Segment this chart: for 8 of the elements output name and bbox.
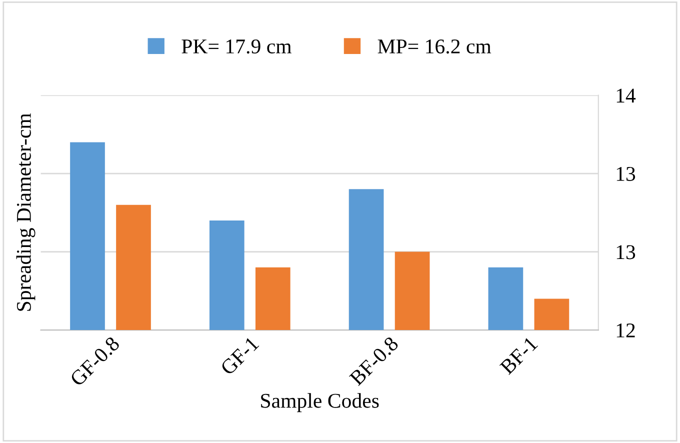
y-tick-label: 12	[616, 323, 635, 338]
y-axis-title: Spreading Diameter-cm	[16, 113, 36, 311]
legend-label: PK= 17.9 cm	[182, 39, 292, 54]
y-tick-label: 13	[616, 166, 636, 181]
legend-label: MP= 16.2 cm	[378, 39, 492, 54]
x-axis-title: Sample Codes	[261, 393, 379, 412]
y-tick-label: 14	[616, 88, 636, 102]
y-tick-label: 13	[616, 245, 636, 260]
